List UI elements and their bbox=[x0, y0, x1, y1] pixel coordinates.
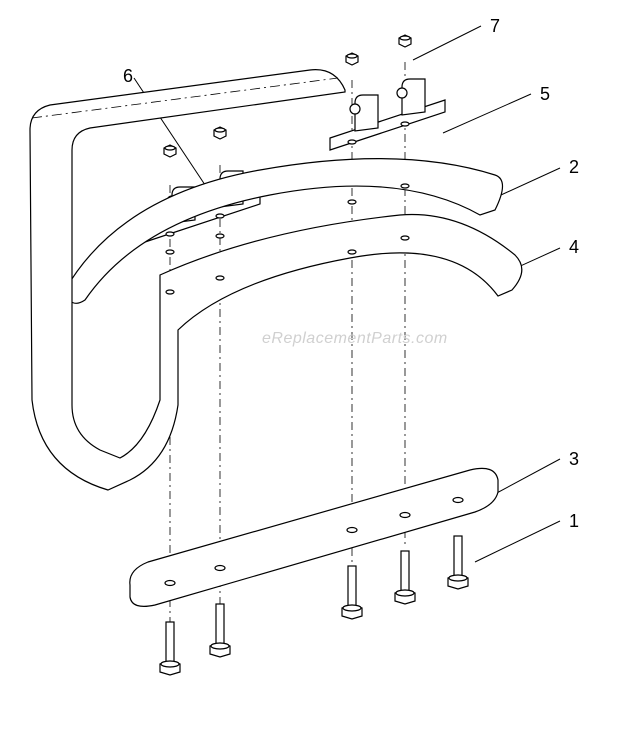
callout-2: 2 bbox=[569, 157, 579, 178]
part-3-bar bbox=[130, 468, 498, 606]
callout-7: 7 bbox=[490, 16, 500, 37]
callout-1: 1 bbox=[569, 511, 579, 532]
callout-6: 6 bbox=[123, 66, 133, 87]
part-4-guard bbox=[30, 70, 522, 490]
callout-3: 3 bbox=[569, 449, 579, 470]
watermark-text: eReplacementParts.com bbox=[262, 330, 448, 348]
callout-4: 4 bbox=[569, 237, 579, 258]
part-7-nuts bbox=[346, 35, 411, 65]
part-nuts-left bbox=[164, 127, 226, 157]
part-5-bracket bbox=[330, 79, 445, 150]
exploded-view-diagram bbox=[0, 0, 620, 740]
callout-5: 5 bbox=[540, 84, 550, 105]
